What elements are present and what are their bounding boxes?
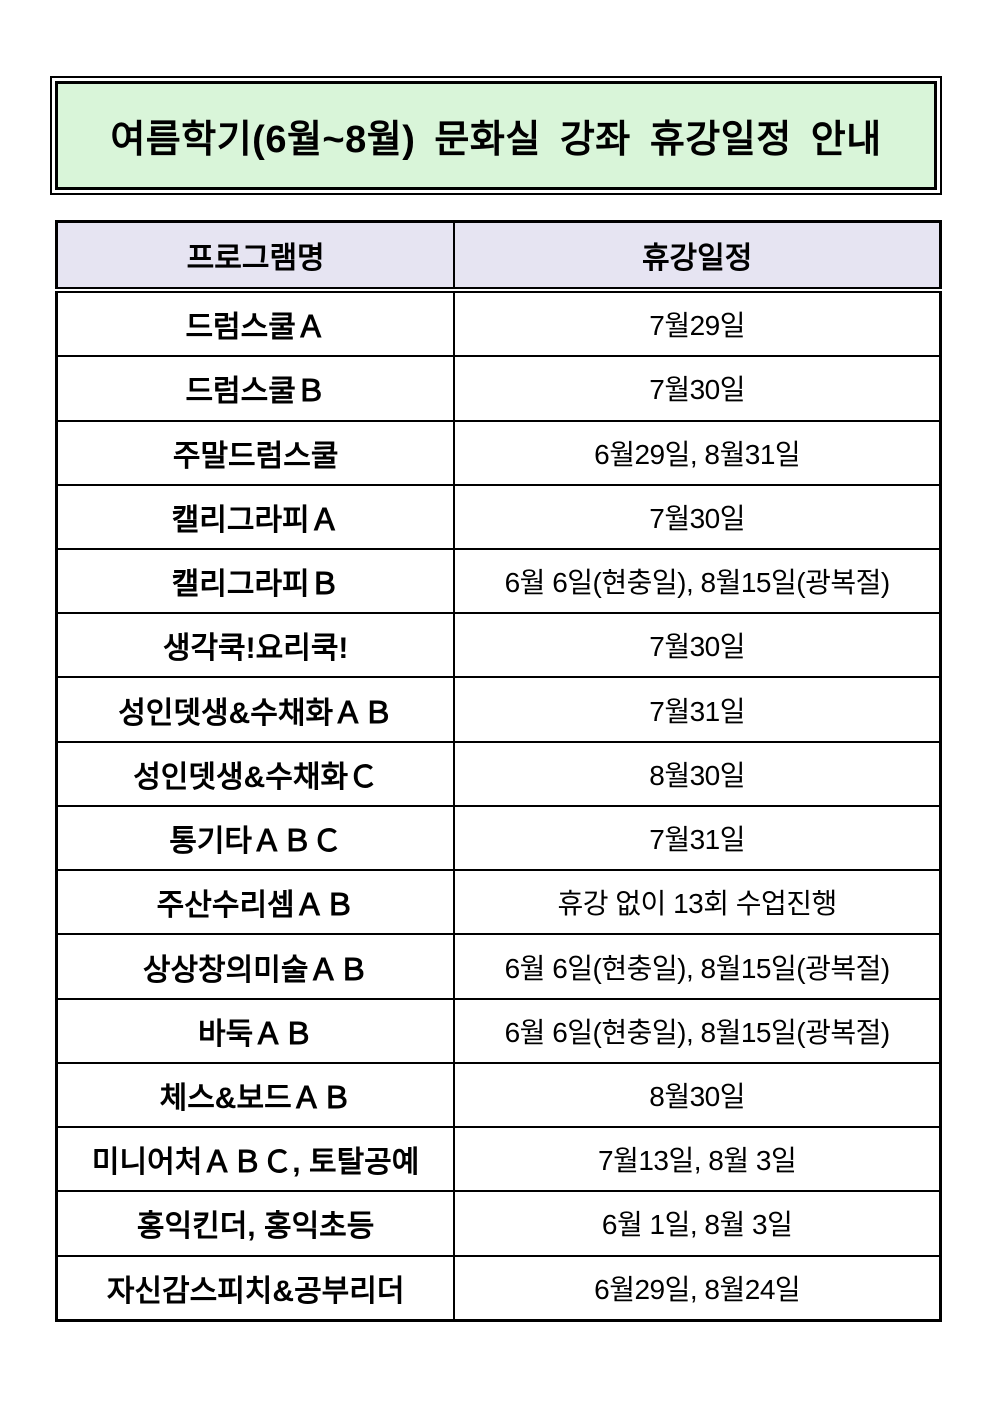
- schedule-cell: 7월30일: [453, 612, 942, 679]
- program-cell: 자신감스피치&공부리더: [55, 1254, 456, 1322]
- title-banner-inner: 여름학기(6월~8월) 문화실 강좌 휴강일정 안내: [55, 81, 937, 190]
- table-row: 체스&보드ＡＢ 8월30일: [55, 1061, 942, 1129]
- schedule-cell: 7월31일: [453, 804, 942, 872]
- table-row: 통기타ＡＢＣ 7월31일: [55, 804, 942, 872]
- table-row: 캘리그라피Ｂ 6월 6일(현충일), 8월15일(광복절): [55, 548, 942, 615]
- program-cell: 성인뎃생&수채화ＡＢ: [55, 676, 456, 743]
- schedule-cell: 휴강 없이 13회 수업진행: [453, 869, 942, 936]
- table-row: 바둑ＡＢ 6월 6일(현충일), 8월15일(광복절): [55, 997, 942, 1064]
- schedule-cell: 7월30일: [453, 355, 942, 422]
- cancellation-schedule-table: 프로그램명 휴강일정 드럼스쿨Ａ 7월29일 드럼스쿨Ｂ 7월30일 주말드럼스쿨 6월2…: [55, 220, 942, 1322]
- schedule-cell: 6월 6일(현충일), 8월15일(광복절): [453, 997, 942, 1064]
- program-cell: 드럼스쿨Ｂ: [55, 355, 456, 422]
- schedule-cell: 8월30일: [453, 1061, 942, 1129]
- program-cell: 홍익킨더, 홍익초등: [55, 1190, 456, 1257]
- program-cell: 드럼스쿨Ａ: [55, 288, 456, 358]
- schedule-cell: 6월29일, 8월24일: [453, 1254, 942, 1322]
- program-cell: 주말드럼스쿨: [55, 419, 456, 486]
- table-row: 주산수리셈ＡＢ 휴강 없이 13회 수업진행: [55, 869, 942, 936]
- program-cell: 주산수리셈ＡＢ: [55, 869, 456, 936]
- table-row: 생각쿡!요리쿡! 7월30일: [55, 612, 942, 679]
- header-row: 프로그램명 휴강일정: [55, 220, 942, 293]
- table-row: 성인뎃생&수채화Ｃ 8월30일: [55, 740, 942, 807]
- schedule-cell: 7월31일: [453, 676, 942, 743]
- program-cell: 통기타ＡＢＣ: [55, 804, 456, 872]
- table-row: 드럼스쿨Ｂ 7월30일: [55, 355, 942, 422]
- program-cell: 생각쿡!요리쿡!: [55, 612, 456, 679]
- table-row: 홍익킨더, 홍익초등 6월 1일, 8월 3일: [55, 1190, 942, 1257]
- schedule-cell: 6월 6일(현충일), 8월15일(광복절): [453, 933, 942, 1000]
- schedule-cell: 7월13일, 8월 3일: [453, 1126, 942, 1193]
- schedule-table-body: 드럼스쿨Ａ 7월29일 드럼스쿨Ｂ 7월30일 주말드럼스쿨 6월29일, 8월31일 캘리…: [55, 288, 942, 1322]
- schedule-cell: 7월30일: [453, 483, 942, 551]
- program-cell: 상상창의미술ＡＢ: [55, 933, 456, 1000]
- table-row: 드럼스쿨Ａ 7월29일: [55, 288, 942, 358]
- title-banner: 여름학기(6월~8월) 문화실 강좌 휴강일정 안내: [50, 76, 942, 195]
- table-header: 프로그램명 휴강일정: [55, 220, 942, 293]
- table-row: 상상창의미술ＡＢ 6월 6일(현충일), 8월15일(광복절): [55, 933, 942, 1000]
- schedule-cell: 6월29일, 8월31일: [453, 419, 942, 486]
- program-cell: 캘리그라피Ｂ: [55, 548, 456, 615]
- table-row: 미니어처ＡＢＣ, 토탈공예 7월13일, 8월 3일: [55, 1126, 942, 1193]
- table-row: 자신감스피치&공부리더 6월29일, 8월24일: [55, 1254, 942, 1322]
- table-row: 주말드럼스쿨 6월29일, 8월31일: [55, 419, 942, 486]
- table-row: 성인뎃생&수채화ＡＢ 7월31일: [55, 676, 942, 743]
- program-cell: 성인뎃생&수채화Ｃ: [55, 740, 456, 807]
- page-title: 여름학기(6월~8월) 문화실 강좌 휴강일정 안내: [110, 119, 882, 161]
- schedule-column-header: 휴강일정: [453, 220, 942, 293]
- program-cell: 캘리그라피Ａ: [55, 483, 456, 551]
- table-row: 캘리그라피Ａ 7월30일: [55, 483, 942, 551]
- program-column-header: 프로그램명: [55, 220, 456, 293]
- program-cell: 바둑ＡＢ: [55, 997, 456, 1064]
- program-cell: 미니어처ＡＢＣ, 토탈공예: [55, 1126, 456, 1193]
- schedule-cell: 7월29일: [453, 288, 942, 358]
- schedule-cell: 8월30일: [453, 740, 942, 807]
- schedule-cell: 6월 1일, 8월 3일: [453, 1190, 942, 1257]
- program-cell: 체스&보드ＡＢ: [55, 1061, 456, 1129]
- schedule-cell: 6월 6일(현충일), 8월15일(광복절): [453, 548, 942, 615]
